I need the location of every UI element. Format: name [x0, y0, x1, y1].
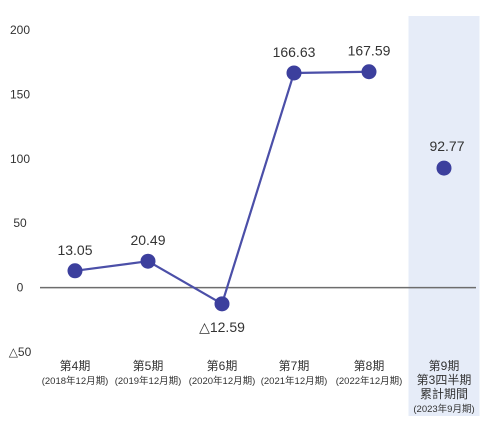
data-label: 13.05	[57, 242, 92, 258]
y-tick-label: 200	[10, 23, 30, 37]
x-tick-label: (2018年12月期)	[42, 375, 109, 387]
x-tick-label: 第9期	[429, 359, 460, 373]
series-line	[74, 70, 370, 305]
data-label: 92.77	[429, 138, 464, 154]
y-tick-label: 0	[17, 281, 24, 295]
x-tick-label: 第7期	[279, 359, 310, 373]
data-point	[361, 64, 377, 80]
y-tick-label: 150	[10, 87, 30, 101]
x-tick-label: 第4期	[60, 359, 91, 373]
x-tick-label: (2023年9月期)	[413, 403, 474, 415]
data-label: △12.59	[199, 319, 245, 335]
data-point	[436, 160, 452, 176]
data-label: 20.49	[130, 232, 165, 248]
data-label: 166.63	[273, 44, 316, 60]
data-point	[286, 65, 302, 81]
data-point	[214, 296, 230, 312]
y-tick-label: △50	[9, 345, 32, 359]
x-tick-label: (2020年12月期)	[189, 375, 256, 387]
x-tick-label: (2021年12月期)	[261, 375, 328, 387]
x-tick-label: 第5期	[133, 359, 164, 373]
x-tick-label: 第8期	[354, 359, 385, 373]
x-tick-label: 累計期間	[420, 386, 468, 401]
y-tick-label: 100	[10, 152, 30, 166]
data-point	[140, 253, 156, 269]
y-tick-label: 50	[13, 216, 27, 230]
data-label: 167.59	[348, 43, 391, 59]
highlight-band	[408, 16, 480, 416]
x-tick-label: (2019年12月期)	[115, 375, 182, 387]
x-tick-label: (2022年12月期)	[336, 375, 403, 387]
data-point	[67, 263, 83, 279]
x-tick-label: 第6期	[207, 359, 238, 373]
x-tick-label: 第3四半期	[417, 373, 472, 387]
